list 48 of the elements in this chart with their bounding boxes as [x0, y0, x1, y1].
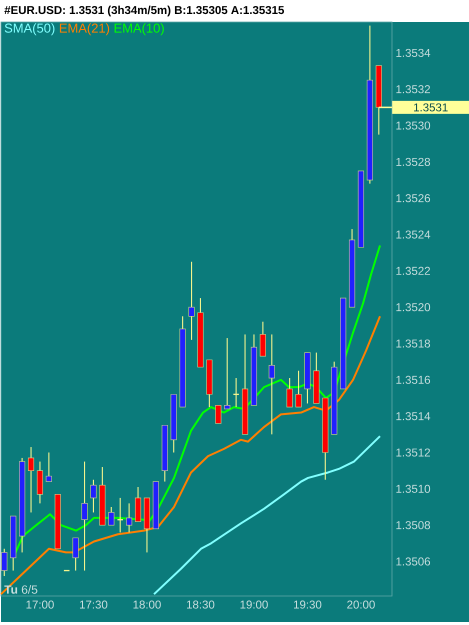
- candlestick: [215, 404, 222, 424]
- candlestick: [72, 537, 79, 572]
- candlestick: [108, 506, 114, 526]
- x-tick-label: 20:00: [347, 600, 375, 609]
- candlestick: [46, 452, 52, 482]
- candlestick: [36, 461, 43, 504]
- candlestick: [81, 461, 88, 572]
- y-tick-label: 1.3526: [396, 194, 430, 202]
- text: 1.3531: [414, 103, 448, 112]
- candlestick: [28, 446, 34, 513]
- text: SMA(50): [4, 23, 54, 36]
- y-tick-label: 1.3534: [396, 48, 430, 57]
- candlestick: [232, 377, 240, 408]
- y-tick-label: 1.3508: [396, 521, 430, 530]
- chart-title: #EUR.USD: 1.3531 (3h34m/5m) B:1.35305 A:1.35315: [4, 6, 284, 16]
- y-tick-label: 1.3522: [396, 266, 430, 275]
- y-tick-label: 1.3516: [396, 376, 430, 384]
- x-tick-label: 17:30: [80, 600, 108, 609]
- x-tick-label: 18:00: [133, 600, 161, 609]
- y-tick-label: 1.3510: [396, 484, 430, 493]
- text: EMA(21): [60, 23, 110, 36]
- candlestick: [224, 338, 230, 410]
- candlestick: [295, 370, 302, 408]
- x-tick-label: 19:30: [294, 600, 322, 609]
- y-tick-label: 1.3520: [396, 303, 430, 312]
- text: EMA(10): [114, 23, 164, 36]
- y-tick-label: 1.3506: [396, 557, 430, 566]
- y-tick-label: 1.3512: [396, 448, 430, 457]
- y-tick-label: 1.3518: [396, 339, 430, 348]
- y-tick-label: 1.3524: [396, 230, 430, 239]
- candlestick: [134, 486, 142, 522]
- y-tick-label: 1.3528: [396, 158, 430, 166]
- y-tick-label: 1.3514: [396, 412, 430, 420]
- candlestick: [286, 377, 293, 408]
- line-series: [0, 315, 381, 596]
- y-tick-label: 1.3532: [396, 85, 430, 94]
- x-tick-label: 17:00: [26, 600, 54, 609]
- line-series: [152, 435, 381, 596]
- candlestick: [1, 548, 8, 577]
- candlestick: [188, 261, 195, 340]
- candlestick: [126, 502, 132, 533]
- y-tick-label: 1.3530: [396, 121, 430, 130]
- x-tick-label: 19:00: [240, 600, 268, 609]
- candlestick: [116, 497, 124, 533]
- candlestick: [90, 479, 96, 513]
- x-tick-label: 18:30: [186, 600, 214, 609]
- candlestick: [268, 334, 275, 435]
- candlestick: [260, 321, 266, 357]
